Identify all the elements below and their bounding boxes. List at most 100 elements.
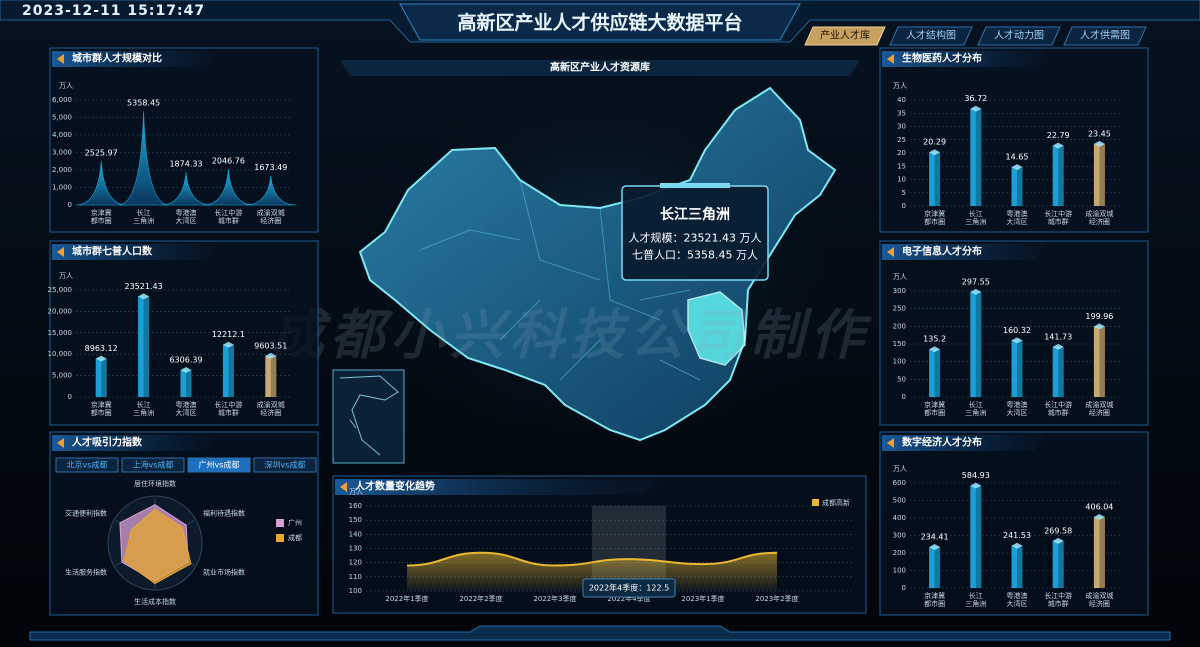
- tab[interactable]: [977, 26, 1061, 46]
- bar-shade: [1017, 167, 1023, 206]
- y-axis-label: 万人: [59, 272, 73, 280]
- y-tick-label: 0: [902, 584, 906, 592]
- bar-top: [265, 352, 277, 359]
- panel-title-bar: [882, 51, 1047, 67]
- panel-icon: [887, 247, 894, 257]
- bar-shade: [1058, 145, 1064, 206]
- value-label: 199.96: [1085, 312, 1113, 321]
- tab-label[interactable]: 人才供需图: [1080, 29, 1130, 42]
- y-tick-label: 110: [349, 573, 362, 581]
- tab-label[interactable]: 人才动力图: [994, 29, 1044, 42]
- radar-tab-label[interactable]: 北京vs成都: [67, 460, 108, 470]
- bar-top: [929, 149, 941, 156]
- y-tick-label: 35: [897, 109, 906, 117]
- y-tick-label: 5,000: [52, 114, 72, 122]
- radar-tab[interactable]: [253, 457, 317, 473]
- y-tick-label: 150: [349, 516, 362, 524]
- value-label: 6306.39: [169, 356, 202, 365]
- x-tick-label: 京津冀都市圈: [924, 400, 945, 417]
- x-tick-label: 粤港澳大湾区: [176, 208, 197, 225]
- highlight-region: [687, 291, 746, 366]
- footer-bar: [29, 625, 1171, 641]
- text-line: 长江: [969, 591, 983, 600]
- bar-top: [138, 293, 150, 300]
- chart-tooltip: [582, 578, 676, 598]
- y-tick-label: 20: [897, 149, 906, 157]
- inset-outline: [339, 375, 399, 456]
- text-line: 三角洲: [965, 408, 986, 417]
- x-tick-label: 长江中游城市群: [214, 208, 242, 225]
- value-label: 584.93: [962, 471, 990, 480]
- x-tick-label: 长江三角洲: [133, 400, 154, 417]
- text-line: 长江: [969, 209, 983, 218]
- tab[interactable]: [889, 26, 973, 46]
- x-tick-label: 粤港澳大湾区: [1007, 591, 1028, 608]
- panel-title-bar: [335, 479, 664, 495]
- panel-title: 电子信息人才分布: [902, 245, 982, 258]
- text-line: 三角洲: [965, 599, 986, 608]
- y-axis-label: 万人: [349, 488, 363, 496]
- text-line: 城市群: [1048, 408, 1069, 417]
- x-tick-label: 2022年1季度: [385, 594, 428, 603]
- radar-tab-label[interactable]: 深圳vs成都: [265, 460, 306, 470]
- text-line: 粤港澳: [176, 208, 197, 217]
- value-label: 2046.76: [212, 157, 245, 166]
- y-axis-label: 万人: [59, 82, 73, 90]
- value-label: 135.2: [923, 335, 946, 344]
- radar-area: [123, 508, 192, 585]
- bar-shade: [270, 355, 277, 397]
- y-tick-label: 2,000: [52, 166, 72, 174]
- y-tick-label: 120: [349, 559, 362, 567]
- text-line: 经济圈: [260, 408, 281, 417]
- x-tick-label: 长江中游城市群: [214, 400, 242, 417]
- map-title: 高新区产业人才资源库: [550, 61, 650, 74]
- bar: [1011, 545, 1023, 588]
- peak: [118, 111, 169, 206]
- text-line: 经济圈: [1089, 217, 1110, 226]
- x-tick-label: 2023年2季度: [755, 594, 798, 603]
- y-tick-label: 140: [349, 530, 362, 538]
- tab-label[interactable]: 产业人才库: [820, 29, 870, 42]
- text-line: 大湾区: [176, 216, 197, 225]
- legend-swatch: [812, 499, 819, 506]
- tab[interactable]: [804, 26, 886, 46]
- x-tick-label: 长江中游城市群: [1044, 591, 1072, 608]
- y-tick-label: 40: [897, 96, 906, 104]
- bar-top: [970, 288, 982, 295]
- text-line: 三角洲: [133, 216, 154, 225]
- bar-shade: [1058, 346, 1064, 397]
- y-tick-label: 300: [893, 532, 906, 540]
- panel-title-bar: [52, 435, 217, 451]
- radar-tab-label[interactable]: 上海vs成都: [133, 460, 174, 470]
- x-tick-label: 2022年3季度: [533, 594, 576, 603]
- bar-shade: [186, 370, 192, 397]
- x-tick-label: 长江三角洲: [965, 400, 986, 417]
- y-tick-label: 50: [897, 375, 906, 383]
- y-tick-label: 600: [893, 479, 906, 487]
- radar-tab[interactable]: [121, 457, 185, 473]
- text-line: 都市圈: [91, 216, 112, 225]
- panel-title-bar: [882, 435, 1047, 451]
- panel-icon: [57, 438, 64, 448]
- y-axis-label: 万人: [893, 273, 907, 281]
- text-line: 长江: [137, 400, 151, 409]
- bar-shade: [1099, 516, 1105, 588]
- radar-tab[interactable]: [187, 457, 251, 473]
- panel-icon: [57, 54, 64, 64]
- bar-top: [970, 482, 982, 489]
- bar: [970, 291, 982, 397]
- value-label: 241.53: [1003, 531, 1031, 540]
- x-tick-label: 成渝双城经济圈: [1085, 591, 1113, 608]
- y-tick-label: 1,000: [52, 184, 72, 192]
- tab-label[interactable]: 人才结构图: [906, 29, 956, 42]
- bar: [929, 349, 941, 397]
- text-line: 成渝双城: [1085, 400, 1113, 409]
- text-line: 城市群: [218, 408, 239, 417]
- radar-tab[interactable]: [55, 457, 119, 473]
- panel-icon: [57, 247, 64, 257]
- text-line: 经济圈: [260, 216, 281, 225]
- radar-tab-label[interactable]: 广州vs成都: [199, 460, 240, 470]
- text-line: 长江中游: [214, 208, 242, 217]
- tab[interactable]: [1063, 26, 1147, 46]
